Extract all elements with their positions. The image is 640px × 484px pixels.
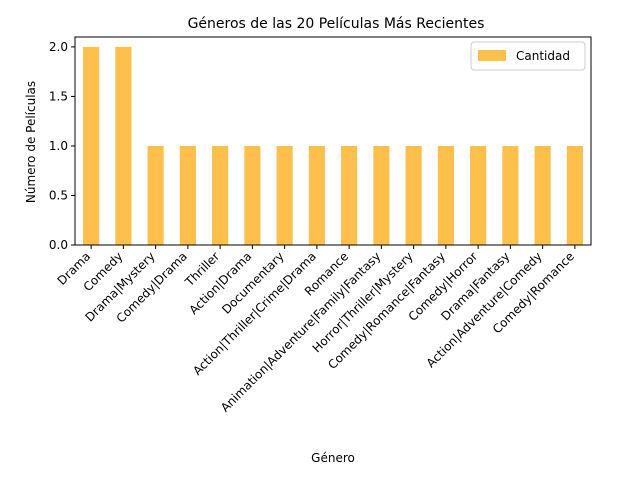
legend-swatch — [478, 50, 506, 61]
y-tick-label-3: 1.5 — [49, 89, 68, 103]
bar-13 — [502, 145, 519, 245]
y-tick-label-1: 0.5 — [49, 188, 68, 202]
bar-6 — [276, 145, 293, 245]
bar-2 — [147, 145, 164, 245]
bar-0 — [83, 46, 100, 246]
x-axis-label: Género — [311, 451, 355, 465]
legend-frame — [470, 41, 586, 71]
bar-7 — [308, 145, 325, 245]
y-tick-label-0: 0.0 — [49, 238, 68, 252]
plot-frame — [74, 36, 592, 246]
bar-11 — [437, 145, 454, 245]
bar-1 — [115, 46, 132, 246]
bar-10 — [405, 145, 422, 245]
y-tick-label-2: 1.0 — [49, 139, 68, 153]
legend: Cantidad — [470, 41, 586, 71]
y-axis-label: Número de Películas — [24, 81, 38, 203]
bar-3 — [179, 145, 196, 245]
y-tick-label-4: 2.0 — [49, 40, 68, 54]
bar-8 — [341, 145, 358, 245]
bar-15 — [566, 145, 583, 245]
bar-14 — [534, 145, 551, 245]
bar-9 — [373, 145, 390, 245]
bar-12 — [470, 145, 487, 245]
legend-label: Cantidad — [516, 49, 570, 63]
bar-5 — [244, 145, 261, 245]
chart-title: Géneros de las 20 Películas Más Reciente… — [188, 16, 485, 32]
bar-4 — [212, 145, 229, 245]
plot-area: DramaComedyDrama|MysteryComedy|DramaThri… — [49, 36, 592, 415]
